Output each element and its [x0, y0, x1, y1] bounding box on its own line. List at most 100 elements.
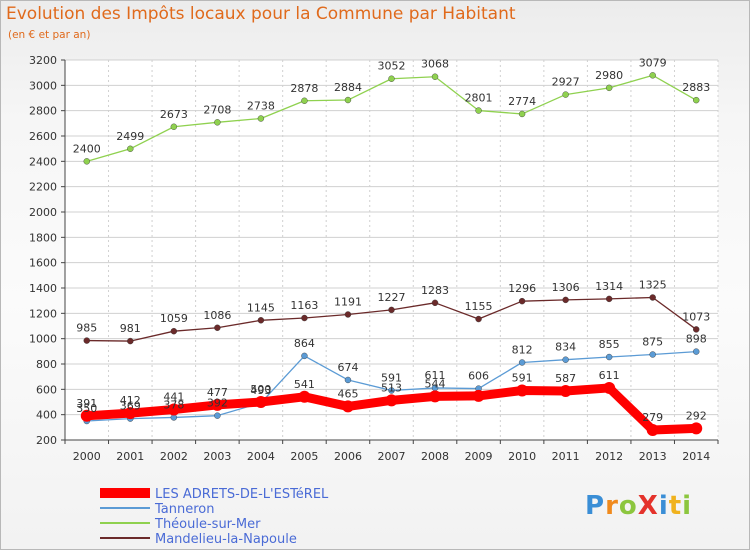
- x-tick-label: 2014: [682, 450, 710, 463]
- data-point: [431, 73, 439, 80]
- data-label: 369: [120, 400, 141, 413]
- data-point: [298, 390, 311, 403]
- data-point: [254, 396, 267, 408]
- x-tick-label: 2006: [334, 450, 362, 463]
- data-point: [559, 384, 572, 397]
- data-label: 2499: [116, 130, 144, 143]
- data-label: 3068: [421, 58, 449, 71]
- y-tick-label: 600: [36, 383, 57, 396]
- data-label: 985: [76, 322, 97, 335]
- data-label: 1314: [595, 280, 623, 293]
- data-label: 1145: [247, 301, 275, 314]
- data-label: 606: [468, 370, 489, 383]
- data-label: 1059: [160, 312, 188, 325]
- legend-label: Tanneron: [154, 502, 214, 517]
- data-point: [649, 351, 656, 358]
- series-lines: [80, 72, 703, 436]
- data-point: [214, 119, 221, 126]
- data-label: 1325: [639, 279, 667, 292]
- data-label: 2801: [465, 92, 493, 105]
- x-tick-label: 2005: [290, 450, 318, 463]
- data-label: 2673: [160, 108, 188, 121]
- data-point: [388, 306, 395, 314]
- data-point: [211, 398, 224, 411]
- data-point: [257, 115, 265, 122]
- data-label: 981: [120, 322, 141, 335]
- data-label: 3052: [378, 60, 406, 73]
- x-tick-label: 2008: [421, 450, 449, 463]
- y-tick-label: 3000: [29, 79, 57, 92]
- data-label: 350: [76, 402, 97, 415]
- data-point: [344, 96, 352, 104]
- x-tick-label: 2002: [160, 450, 188, 463]
- y-tick-label: 1000: [29, 333, 57, 346]
- data-label: 587: [555, 372, 576, 385]
- data-point: [214, 412, 221, 419]
- data-point: [124, 407, 137, 420]
- data-point: [83, 337, 90, 344]
- data-label: 875: [642, 336, 663, 349]
- data-point: [475, 315, 482, 323]
- x-tick-label: 2003: [203, 450, 231, 463]
- data-point: [693, 96, 700, 104]
- y-tick-label: 3200: [29, 54, 57, 67]
- data-label: 279: [642, 411, 663, 424]
- data-label: 544: [425, 377, 446, 390]
- x-tick-label: 2011: [552, 450, 580, 463]
- data-label: 392: [207, 397, 228, 410]
- data-point: [431, 299, 439, 307]
- data-point: [472, 389, 485, 402]
- data-point: [385, 394, 398, 407]
- x-tick-label: 2009: [465, 450, 493, 463]
- data-point: [301, 97, 308, 104]
- proxiti-logo: ProXiti: [585, 491, 693, 521]
- data-label: 3079: [639, 56, 667, 69]
- data-point: [214, 324, 221, 331]
- data-label: 441: [163, 390, 184, 403]
- x-tick-label: 2010: [508, 450, 536, 463]
- data-label: 465: [337, 387, 358, 400]
- data-point: [429, 390, 442, 403]
- data-label: 2980: [595, 69, 623, 82]
- plot-area: [65, 60, 718, 440]
- data-label: 541: [294, 378, 315, 391]
- data-point: [693, 326, 700, 333]
- data-point: [562, 91, 569, 98]
- legend-label: Mandelieu-la-Napoule: [155, 532, 297, 547]
- legend-label: Théoule-sur-Mer: [154, 517, 261, 532]
- data-point: [344, 311, 352, 318]
- data-label: 2878: [290, 82, 318, 95]
- data-label: 500: [250, 383, 271, 396]
- y-tick-label: 2400: [29, 155, 57, 168]
- y-tick-label: 1400: [29, 282, 57, 295]
- data-label: 378: [163, 398, 184, 411]
- data-point: [257, 317, 265, 324]
- legend: LES ADRETS-DE-L'ESTéRELTanneronThéoule-s…: [100, 487, 329, 547]
- data-point: [301, 314, 308, 322]
- y-tick-label: 1200: [29, 307, 57, 320]
- data-point: [170, 123, 178, 130]
- data-label: 2708: [203, 103, 231, 116]
- data-label: 1283: [421, 284, 449, 297]
- data-label: 493: [250, 384, 271, 397]
- data-point: [690, 422, 703, 435]
- data-label: 898: [686, 333, 707, 346]
- x-tick-label: 2013: [639, 450, 667, 463]
- data-label: 2884: [334, 81, 362, 94]
- data-label: 2738: [247, 100, 275, 113]
- y-tick-label: 2000: [29, 206, 57, 219]
- data-label: 412: [120, 394, 141, 407]
- data-label: 2400: [73, 142, 101, 155]
- data-label: 1227: [378, 291, 406, 304]
- data-point: [603, 381, 616, 394]
- data-label: 2883: [682, 81, 710, 94]
- data-label: 1163: [290, 299, 318, 312]
- data-point: [127, 145, 134, 152]
- data-label: 611: [599, 369, 620, 382]
- data-label: 2774: [508, 95, 536, 108]
- data-point: [518, 110, 526, 118]
- chart-subtitle: (en € et par an): [8, 29, 91, 41]
- data-label: 2927: [552, 76, 580, 89]
- data-label: 864: [294, 337, 315, 350]
